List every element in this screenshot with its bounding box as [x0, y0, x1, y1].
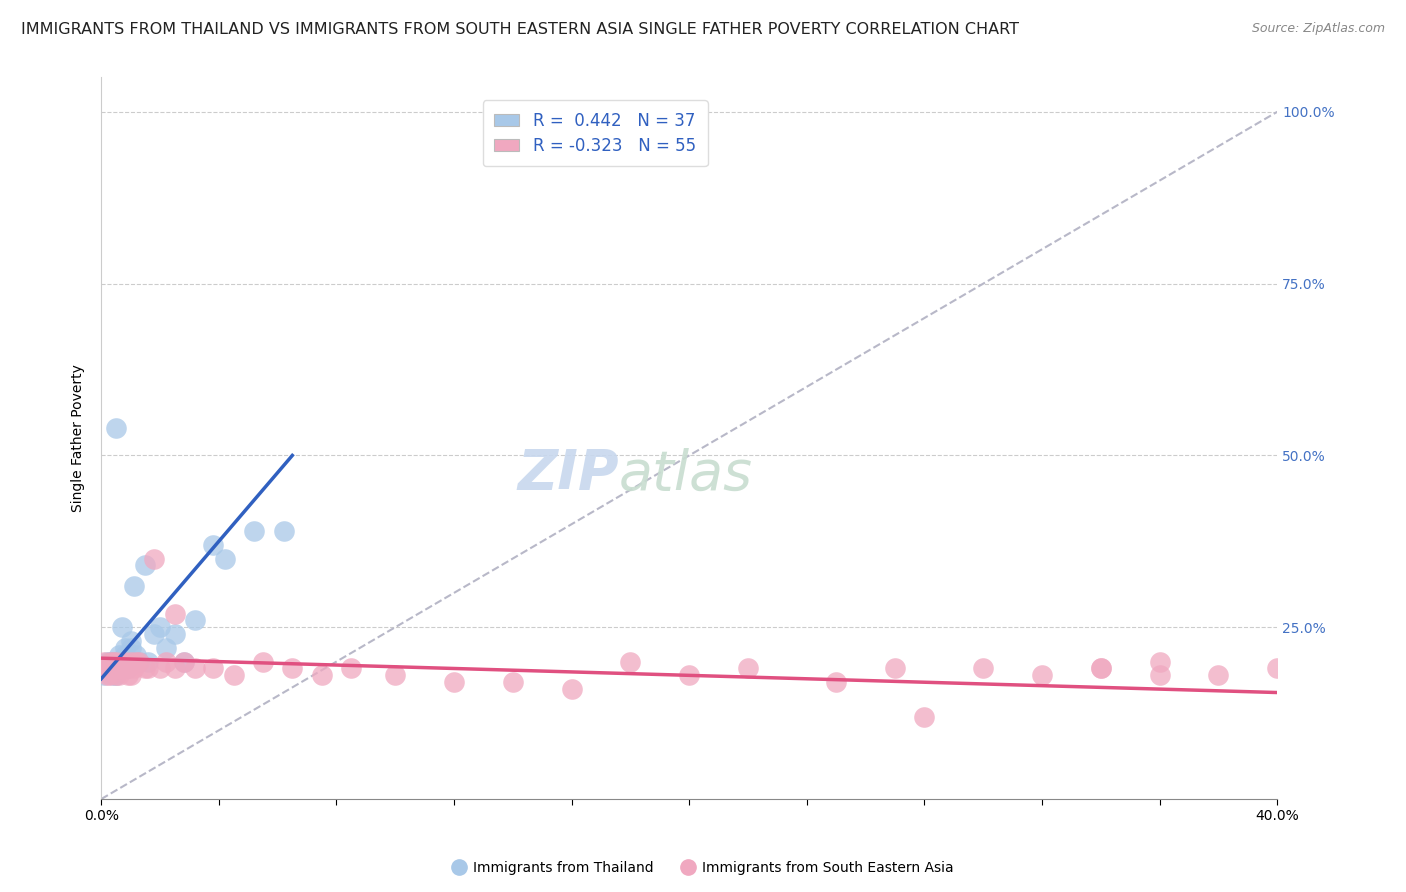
Point: [93, 668, 115, 682]
Point: [96, 668, 118, 682]
Point: [136, 661, 159, 675]
Point: [252, 655, 274, 669]
Point: [120, 668, 142, 682]
Point: [1149, 668, 1171, 682]
Point: [104, 668, 127, 682]
Point: [201, 661, 224, 675]
Point: [98, 655, 121, 669]
Point: [96, 661, 118, 675]
Point: [114, 640, 136, 655]
Point: [155, 640, 177, 655]
Point: [108, 655, 131, 669]
Point: [184, 613, 207, 627]
Point: [101, 661, 124, 675]
Point: [111, 661, 134, 675]
Point: [104, 421, 127, 435]
Point: [122, 661, 145, 675]
Point: [104, 661, 127, 675]
Point: [1265, 661, 1288, 675]
Point: [502, 675, 524, 690]
Point: [222, 668, 245, 682]
Point: [914, 709, 936, 723]
Point: [173, 655, 195, 669]
Text: Source: ZipAtlas.com: Source: ZipAtlas.com: [1251, 22, 1385, 36]
Point: [101, 661, 124, 675]
Point: [134, 661, 156, 675]
Point: [619, 655, 641, 669]
Point: [120, 640, 142, 655]
Point: [96, 655, 118, 669]
Point: [114, 661, 136, 675]
Point: [104, 655, 127, 669]
Point: [104, 668, 127, 682]
Point: [101, 668, 124, 682]
Point: [108, 648, 131, 662]
Point: [143, 551, 166, 566]
Y-axis label: Single Father Poverty: Single Father Poverty: [72, 364, 86, 512]
Point: [114, 648, 136, 662]
Point: [1208, 668, 1230, 682]
Point: [384, 668, 406, 682]
Point: [825, 675, 848, 690]
Point: [122, 579, 145, 593]
Point: [98, 661, 121, 675]
Point: [125, 655, 148, 669]
Point: [561, 682, 583, 697]
Point: [163, 607, 186, 621]
Point: [678, 668, 700, 682]
Point: [98, 668, 121, 682]
Point: [201, 538, 224, 552]
Point: [117, 661, 139, 675]
Point: [101, 655, 124, 669]
Point: [108, 661, 131, 675]
Point: [104, 655, 127, 669]
Point: [273, 524, 295, 538]
Legend: R =  0.442   N = 37, R = -0.323   N = 55: R = 0.442 N = 37, R = -0.323 N = 55: [482, 100, 707, 166]
Point: [143, 627, 166, 641]
Point: [125, 648, 148, 662]
Point: [98, 655, 121, 669]
Point: [104, 661, 127, 675]
Point: [884, 661, 907, 675]
Point: [1031, 668, 1053, 682]
Point: [134, 558, 156, 573]
Point: [149, 661, 172, 675]
Point: [243, 524, 266, 538]
Text: atlas: atlas: [619, 448, 752, 500]
Point: [149, 620, 172, 634]
Point: [1090, 661, 1112, 675]
Point: [311, 668, 333, 682]
Point: [93, 655, 115, 669]
Point: [972, 661, 994, 675]
Point: [111, 620, 134, 634]
Point: [120, 655, 142, 669]
Point: [340, 661, 363, 675]
Point: [214, 551, 236, 566]
Point: [173, 655, 195, 669]
Point: [163, 661, 186, 675]
Point: [155, 655, 177, 669]
Point: [120, 634, 142, 648]
Point: [737, 661, 759, 675]
Text: IMMIGRANTS FROM THAILAND VS IMMIGRANTS FROM SOUTH EASTERN ASIA SINGLE FATHER POV: IMMIGRANTS FROM THAILAND VS IMMIGRANTS F…: [21, 22, 1019, 37]
Point: [136, 655, 159, 669]
Text: ZIP: ZIP: [517, 447, 619, 501]
Point: [163, 627, 186, 641]
Point: [128, 655, 150, 669]
Point: [108, 668, 131, 682]
Point: [128, 655, 150, 669]
Point: [117, 668, 139, 682]
Point: [101, 655, 124, 669]
Point: [96, 661, 118, 675]
Point: [111, 661, 134, 675]
Legend: Immigrants from Thailand, Immigrants from South Eastern Asia: Immigrants from Thailand, Immigrants fro…: [447, 855, 959, 880]
Point: [114, 655, 136, 669]
Point: [108, 661, 131, 675]
Point: [117, 661, 139, 675]
Point: [281, 661, 304, 675]
Point: [184, 661, 207, 675]
Point: [1090, 661, 1112, 675]
Point: [443, 675, 465, 690]
Point: [1149, 655, 1171, 669]
